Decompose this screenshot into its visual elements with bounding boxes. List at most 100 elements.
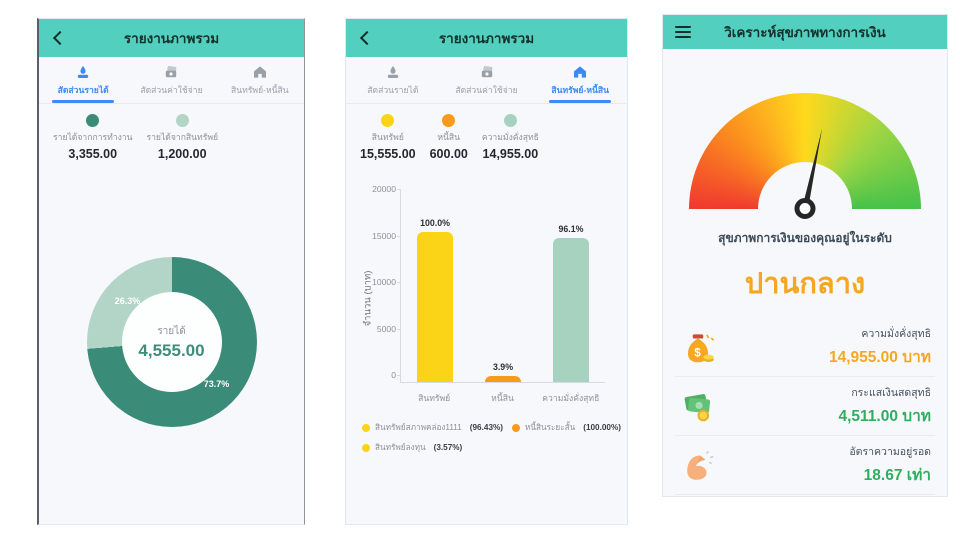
y-tick-label: 15000 xyxy=(362,231,401,241)
metric-value: 14,955.00 บาท xyxy=(828,349,931,366)
tab-expense-proportion[interactable]: สัดส่วนค่าใช้จ่าย xyxy=(127,57,215,103)
donut-center: รายได้ 4,555.00 xyxy=(121,292,222,392)
phone-screen-income-report: รายงานภาพรวม สัดส่วนรายได้ สัดส่วนค่าใช้… xyxy=(37,18,305,525)
gauge-needle-hub xyxy=(794,198,816,219)
donut-legend: รายได้จากการทำงาน 3,355.00 รายได้จากสินท… xyxy=(39,104,304,167)
tab-expense-proportion[interactable]: สัดส่วนค่าใช้จ่าย xyxy=(440,57,534,103)
legend-item-short-term-debt: หนี้สินระยะสั้น (100.00%) xyxy=(512,421,621,434)
legend-label: สินทรัพย์ xyxy=(371,132,404,142)
legend-item-investment-assets: สินทรัพย์ลงทุน (3.57%) xyxy=(362,441,504,454)
metric-wealth-ratio: อัตราส่วนความมั่งคั่ง 4.92 เท่า xyxy=(675,495,935,496)
legend-color-swatch xyxy=(512,423,521,432)
legend-item-liabilities: หนี้สิน 600.00 xyxy=(430,114,468,161)
app-header: รายงานภาพรวม xyxy=(39,19,304,57)
legend-label: หนี้สินระยะสั้น xyxy=(525,423,576,432)
bar-assets xyxy=(417,231,453,382)
bar-column-assets: 100.0% xyxy=(401,189,468,382)
tab-label: สัดส่วนค่าใช้จ่าย xyxy=(455,84,518,95)
financial-health-gauge xyxy=(689,93,921,219)
metrics-list: $ ความมั่งคั่งสุทธิ 14,955.00 บาท xyxy=(675,318,935,496)
income-proportion-icon xyxy=(387,65,399,78)
health-level-value: ปานกลาง xyxy=(744,268,866,300)
legend-color-swatch xyxy=(362,443,370,452)
legend-value: 14,955.00 xyxy=(482,147,539,161)
tab-bar: สัดส่วนรายได้ สัดส่วนค่าใช้จ่าย สินทรัพย… xyxy=(346,57,627,104)
metric-survival-ratio: อัตราความอยู่รอด 18.67 เท่า xyxy=(675,436,935,495)
legend-value: 600.00 xyxy=(429,147,468,161)
tab-label: สัดส่วนรายได้ xyxy=(367,84,419,95)
income-donut-chart: รายได้ 4,555.00 26.3% 73.7% xyxy=(86,257,257,427)
legend-label: สินทรัพย์สภาพคล่อง1111 xyxy=(375,423,462,432)
x-axis-labels: สินทรัพย์ หนี้สิน ความมั่งคั่งสุทธิ xyxy=(400,391,605,405)
bar-column-net-wealth: 96.1% xyxy=(537,189,604,382)
bar-chart-bottom-legend: สินทรัพย์สภาพคล่อง1111 (96.43%) หนี้สินร… xyxy=(346,409,627,454)
legend-color-swatch xyxy=(86,114,100,127)
legend-value: 1,200.00 xyxy=(157,147,207,161)
page-title: รายงานภาพรวม xyxy=(438,31,535,46)
back-button[interactable] xyxy=(358,19,376,57)
legend-value: 15,555.00 xyxy=(360,147,416,161)
tab-assets-liabilities[interactable]: สินทรัพย์-หนี้สิน xyxy=(533,57,627,103)
tab-label: สินทรัพย์-หนี้สิน xyxy=(551,84,609,95)
back-chevron-icon xyxy=(359,30,375,46)
slice-percent-label: 73.7% xyxy=(203,379,230,389)
legend-color-swatch xyxy=(442,114,456,127)
active-tab-underline xyxy=(52,100,115,103)
legend-percent: (96.43%) xyxy=(469,423,504,432)
legend-percent: (100.00%) xyxy=(583,423,621,432)
assets-liabilities-bar-chart: จำนวน (บาท) 20000 15000 10000 5000 0 100… xyxy=(354,173,619,409)
page-title: รายงานภาพรวม xyxy=(123,31,220,46)
legend-item-net-wealth: ความมั่งคั่งสุทธิ 14,955.00 xyxy=(482,114,539,161)
metric-label: อัตราความอยู่รอด xyxy=(849,446,931,458)
legend-item-liquid-assets: สินทรัพย์สภาพคล่อง1111 (96.43%) xyxy=(362,421,504,434)
tab-label: สัดส่วนค่าใช้จ่าย xyxy=(140,84,203,95)
svg-text:$: $ xyxy=(694,347,701,360)
tab-income-proportion[interactable]: สัดส่วนรายได้ xyxy=(39,57,127,103)
y-tick-label: 20000 xyxy=(362,184,401,194)
tab-income-proportion[interactable]: สัดส่วนรายได้ xyxy=(346,57,440,103)
legend-color-swatch xyxy=(503,114,517,127)
tab-bar: สัดส่วนรายได้ สัดส่วนค่าใช้จ่าย สินทรัพย… xyxy=(39,57,304,104)
back-chevron-icon xyxy=(52,30,68,46)
metric-label: ความมั่งคั่งสุทธิ xyxy=(861,328,931,340)
money-bag-icon: $ xyxy=(687,334,715,363)
legend-label: รายได้จากสินทรัพย์ xyxy=(146,132,219,142)
bar-liabilities xyxy=(485,376,521,382)
legend-label: สินทรัพย์ลงทุน xyxy=(375,443,426,452)
x-tick-label: ความมั่งคั่งสุทธิ xyxy=(542,393,600,403)
slice-percent-label: 26.3% xyxy=(114,296,141,306)
back-button[interactable] xyxy=(51,19,69,57)
tab-label: สินทรัพย์-หนี้สิน xyxy=(231,84,289,95)
legend-percent: (3.57%) xyxy=(433,443,463,452)
home-icon xyxy=(574,65,587,78)
metric-value: 4,511.00 บาท xyxy=(838,408,931,425)
legend-label: รายได้จากการทำงาน xyxy=(53,132,133,142)
bar-chart-top-legend: สินทรัพย์ 15,555.00 หนี้สิน 600.00 ความม… xyxy=(346,104,627,167)
phone-screen-health-analysis: วิเคราะห์สุขภาพทางการเงิน สุขภาพการเงินข… xyxy=(662,14,948,497)
legend-item-assets: สินทรัพย์ 15,555.00 xyxy=(360,114,416,161)
metric-value: 18.67 เท่า xyxy=(863,467,931,484)
legend-color-swatch xyxy=(175,114,189,127)
expense-proportion-icon xyxy=(166,65,177,77)
bar-value-label: 3.9% xyxy=(492,362,514,373)
legend-label: หนี้สิน xyxy=(437,132,461,142)
home-icon xyxy=(253,65,266,78)
x-tick-label: หนี้สิน xyxy=(491,393,514,403)
legend-value: 3,355.00 xyxy=(68,147,118,161)
app-header: รายงานภาพรวม xyxy=(346,19,627,57)
bar-value-label: 96.1% xyxy=(558,223,584,234)
donut-center-label: รายได้ xyxy=(157,325,186,337)
metric-label: กระแสเงินสดสุทธิ xyxy=(851,387,931,399)
tab-label: สัดส่วนรายได้ xyxy=(57,84,109,95)
hamburger-menu-button[interactable] xyxy=(675,15,691,49)
app-header: วิเคราะห์สุขภาพทางการเงิน xyxy=(663,15,947,49)
page-title: วิเคราะห์สุขภาพทางการเงิน xyxy=(724,25,886,40)
y-tick-label: 5000 xyxy=(362,324,401,334)
income-proportion-icon xyxy=(77,65,89,78)
tab-assets-liabilities[interactable]: สินทรัพย์-หนี้สิน xyxy=(216,57,304,103)
hamburger-menu-icon xyxy=(675,26,691,28)
donut-center-value: 4,555.00 xyxy=(138,340,205,360)
legend-color-swatch xyxy=(381,114,395,127)
bar-net-wealth xyxy=(553,237,589,382)
